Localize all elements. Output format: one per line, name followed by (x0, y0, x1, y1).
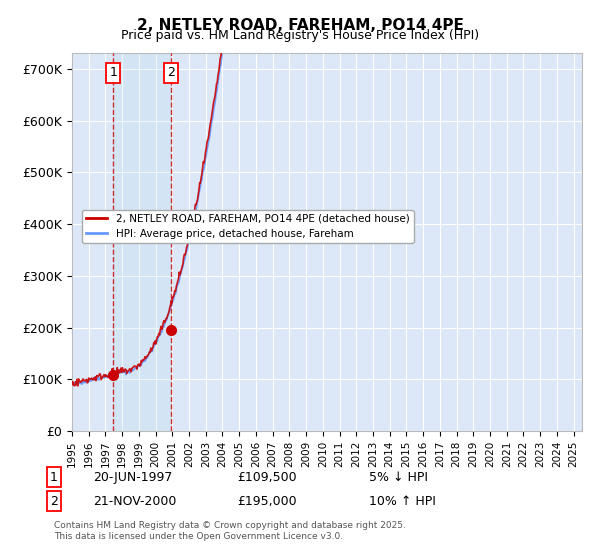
Text: 20-JUN-1997: 20-JUN-1997 (93, 470, 172, 484)
Bar (113, 53, 170, 431)
Text: Contains HM Land Registry data © Crown copyright and database right 2025.
This d: Contains HM Land Registry data © Crown c… (54, 521, 406, 540)
Text: £109,500: £109,500 (237, 470, 296, 484)
Text: £195,000: £195,000 (237, 494, 296, 508)
Text: 2, NETLEY ROAD, FAREHAM, PO14 4PE: 2, NETLEY ROAD, FAREHAM, PO14 4PE (137, 18, 463, 33)
Text: 2: 2 (50, 494, 58, 508)
Text: Price paid vs. HM Land Registry's House Price Index (HPI): Price paid vs. HM Land Registry's House … (121, 29, 479, 42)
Text: 10% ↑ HPI: 10% ↑ HPI (369, 494, 436, 508)
Legend: 2, NETLEY ROAD, FAREHAM, PO14 4PE (detached house), HPI: Average price, detached: 2, NETLEY ROAD, FAREHAM, PO14 4PE (detac… (82, 209, 413, 243)
Text: 21-NOV-2000: 21-NOV-2000 (93, 494, 176, 508)
Text: 1: 1 (50, 470, 58, 484)
Text: 5% ↓ HPI: 5% ↓ HPI (369, 470, 428, 484)
Text: 2: 2 (167, 67, 175, 80)
Text: 1: 1 (109, 67, 117, 80)
